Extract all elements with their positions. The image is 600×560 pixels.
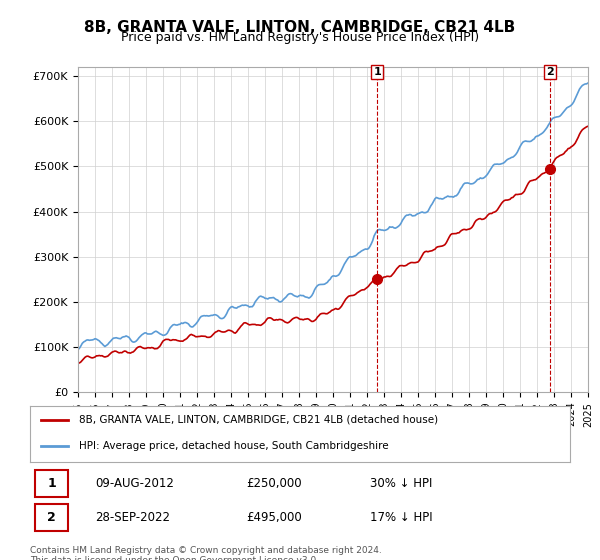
Text: 30% ↓ HPI: 30% ↓ HPI xyxy=(370,477,433,490)
Text: 8B, GRANTA VALE, LINTON, CAMBRIDGE, CB21 4LB (detached house): 8B, GRANTA VALE, LINTON, CAMBRIDGE, CB21… xyxy=(79,415,438,425)
Text: 1: 1 xyxy=(373,67,381,77)
Text: 2: 2 xyxy=(546,67,554,77)
Text: 28-SEP-2022: 28-SEP-2022 xyxy=(95,511,170,524)
Text: 17% ↓ HPI: 17% ↓ HPI xyxy=(370,511,433,524)
Text: £250,000: £250,000 xyxy=(246,477,302,490)
Text: HPI: Average price, detached house, South Cambridgeshire: HPI: Average price, detached house, Sout… xyxy=(79,441,388,451)
FancyBboxPatch shape xyxy=(35,504,68,531)
Text: 1: 1 xyxy=(47,477,56,490)
Text: 8B, GRANTA VALE, LINTON, CAMBRIDGE, CB21 4LB: 8B, GRANTA VALE, LINTON, CAMBRIDGE, CB21… xyxy=(85,20,515,35)
Text: Price paid vs. HM Land Registry's House Price Index (HPI): Price paid vs. HM Land Registry's House … xyxy=(121,31,479,44)
Text: 2: 2 xyxy=(47,511,56,524)
FancyBboxPatch shape xyxy=(35,470,68,497)
Text: 09-AUG-2012: 09-AUG-2012 xyxy=(95,477,173,490)
Text: Contains HM Land Registry data © Crown copyright and database right 2024.
This d: Contains HM Land Registry data © Crown c… xyxy=(30,546,382,560)
Text: £495,000: £495,000 xyxy=(246,511,302,524)
